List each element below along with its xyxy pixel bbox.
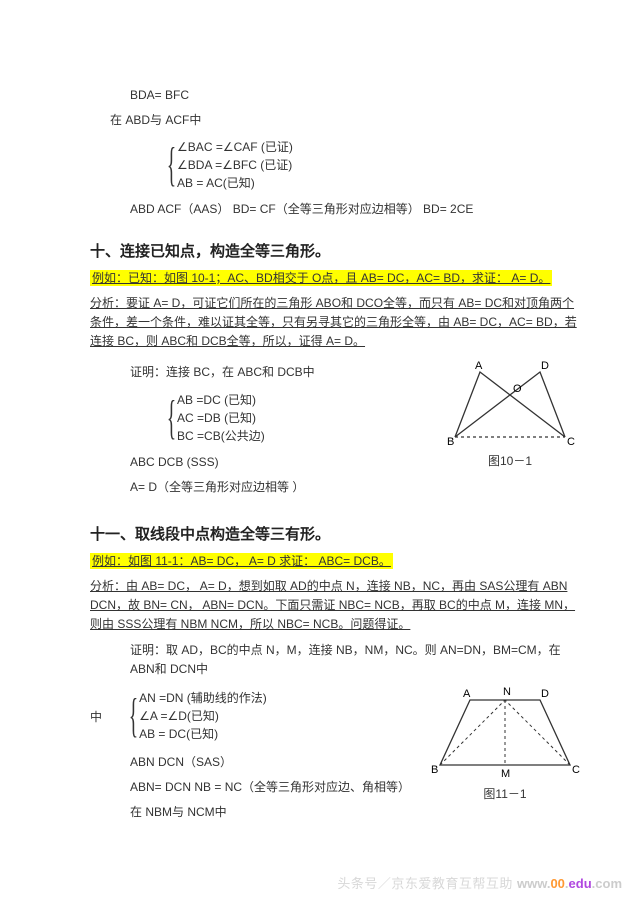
figure-10-1: A D B C O 图10－1 <box>435 357 585 469</box>
text: 在 ABD与 ACF中 <box>110 111 585 130</box>
eq: BC =CB(公共边) <box>177 427 265 445</box>
figure-10-caption: 图10－1 <box>435 452 585 469</box>
eq: ∠A =∠D(已知) <box>139 707 267 725</box>
eq: ∠BDA =∠BFC (已证) <box>177 156 293 174</box>
label-B: B <box>431 764 438 776</box>
wm-left: 头条号／京东爱教育互帮互助 <box>337 876 513 891</box>
brace-group-11: { AN =DN (辅助线的作法) ∠A =∠D(已知) AB = DC(已知) <box>122 689 267 743</box>
label-A: A <box>463 688 471 700</box>
eq: AB =DC (已知) <box>177 391 265 409</box>
watermark: 头条号／京东爱教育互帮互助 www.00.edu.com <box>337 873 622 892</box>
text: ABC DCB (SSS) <box>130 453 415 472</box>
label-D: D <box>541 688 549 700</box>
brace: { <box>167 141 176 189</box>
text: ABD ACF（AAS） BD= CF（全等三角形对应边相等） BD= 2CE <box>130 200 585 219</box>
example-10: 例如：已知：如图 10-1；AC、BD相交于 O点，且 AB= DC，AC= B… <box>90 270 552 286</box>
section-10-title: 十、连接已知点，构造全等三角形。 <box>90 240 585 261</box>
label-N: N <box>503 686 511 698</box>
brace-group-1: { ∠BAC =∠CAF (已证) ∠BDA =∠BFC (已证) AB = A… <box>160 138 585 192</box>
analysis-10: 分析：要证 A= D，可证它们所在的三角形 ABO和 DCO全等，而只有 AB=… <box>90 294 585 352</box>
figure-11-1: A N D B M C 图11－1 <box>425 685 585 802</box>
proof-lead-11: 证明：取 AD，BC的中点 N，M，连接 NB，NM，NC。则 AN=DN，BM… <box>130 641 585 679</box>
text: A= D（全等三角形对应边相等 ） <box>130 478 415 497</box>
analysis-11: 分析：由 AB= DC， A= D，想到如取 AD的中点 N，连接 NB，NC，… <box>90 577 585 635</box>
text: 在 NBM与 NCM中 <box>130 803 405 822</box>
label-M: M <box>501 768 510 780</box>
label-A: A <box>475 360 483 372</box>
label-B: B <box>447 436 454 447</box>
brace-group-10: { AB =DC (已知) AC =DB (已知) BC =CB(公共边) <box>160 391 415 445</box>
brace: { <box>129 692 138 740</box>
figure-11-caption: 图11－1 <box>425 785 585 802</box>
text: ABN DCN（SAS） <box>130 753 405 772</box>
eq: AC =DB (已知) <box>177 409 265 427</box>
text: ABN= DCN NB = NC（全等三角形对应边、角相等） <box>130 778 405 797</box>
label-C: C <box>572 764 580 776</box>
example-11: 例如：如图 11-1：AB= DC， A= D 求证： ABC= DCB。 <box>90 553 393 569</box>
label-O: O <box>513 383 522 395</box>
section-11-title: 十一、取线段中点构造全等三有形。 <box>90 523 585 544</box>
label-D: D <box>541 360 549 372</box>
label-C: C <box>567 436 575 447</box>
text: BDA= BFC <box>130 86 585 105</box>
eq: AB = AC(已知) <box>177 174 293 192</box>
text: 中 <box>90 708 102 725</box>
eq: AN =DN (辅助线的作法) <box>139 689 267 707</box>
eq: AB = DC(已知) <box>139 725 267 743</box>
brace: { <box>167 394 176 442</box>
eq: ∠BAC =∠CAF (已证) <box>177 138 293 156</box>
proof-lead-10: 证明：连接 BC，在 ABC和 DCB中 <box>130 363 415 382</box>
